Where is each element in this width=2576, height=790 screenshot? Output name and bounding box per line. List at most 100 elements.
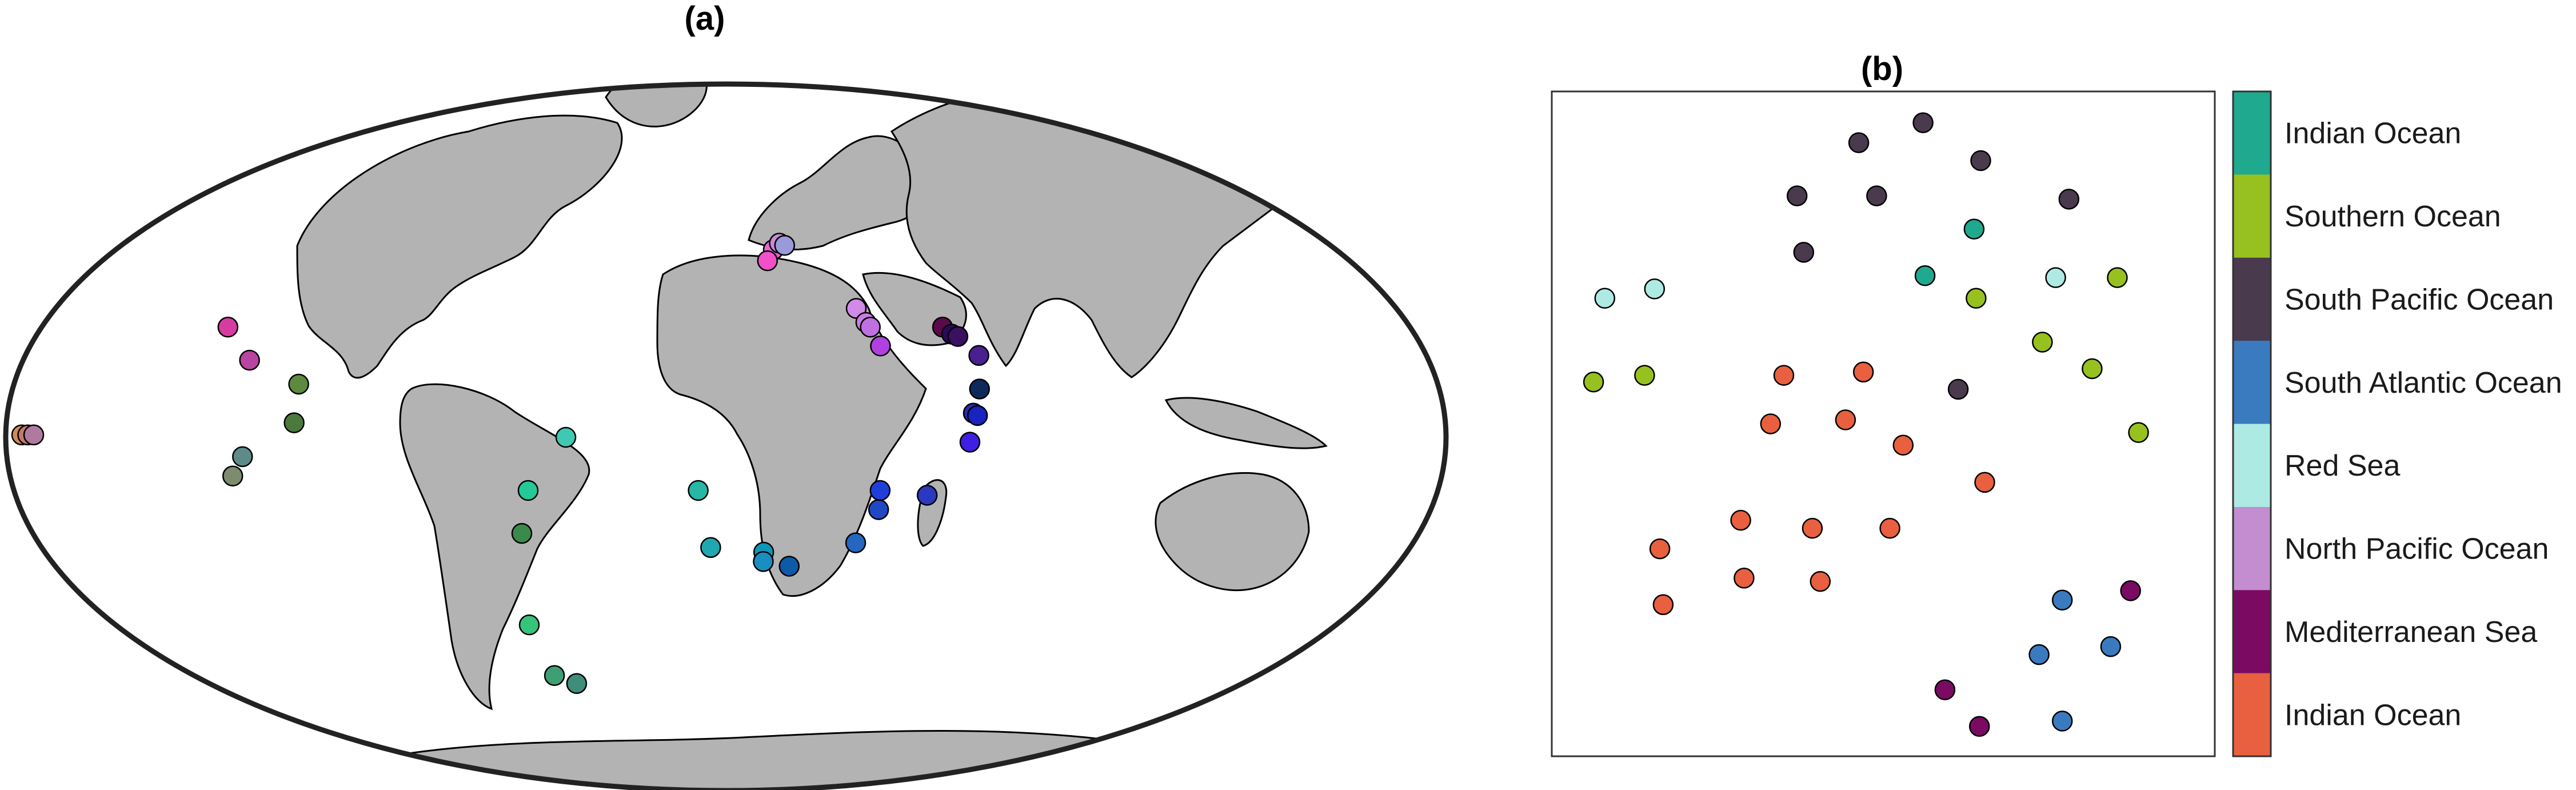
embedding-point — [2051, 711, 2073, 732]
embedding-point — [1974, 472, 1995, 493]
map-sample-point — [232, 446, 253, 468]
map-sample-point — [688, 480, 709, 501]
africa-land — [656, 254, 927, 597]
embedding-point — [2120, 580, 2141, 601]
map-sample-point — [288, 373, 309, 395]
map-sample-point — [778, 556, 800, 577]
embedding-point — [1912, 112, 1934, 133]
colorbar-label: Indian Ocean — [2285, 699, 2461, 732]
map-sample-point — [555, 426, 577, 448]
map-sample-point — [967, 405, 988, 426]
colorbar-label: North Pacific Ocean — [2285, 533, 2549, 566]
colorbar-swatch — [2233, 91, 2271, 175]
embedding-panel: (b) — [1551, 50, 2216, 757]
embedding-point — [1879, 517, 1900, 539]
colorbar-frame — [2232, 90, 2272, 757]
map-sample-point — [753, 551, 774, 572]
embedding-point — [1802, 517, 1823, 539]
embedding-point — [1934, 679, 1956, 700]
colorbar-swatch — [2233, 257, 2271, 341]
embedding-point — [2107, 267, 2128, 288]
embedding-point — [1866, 185, 1887, 206]
embedding-point — [1852, 361, 1874, 383]
embedding-point — [1963, 218, 1985, 240]
embedding-point — [1634, 365, 1655, 386]
map-sample-point — [517, 480, 539, 501]
map-sample-point — [870, 335, 891, 357]
embedding-point — [1583, 371, 1604, 393]
embedding-point — [1760, 413, 1782, 434]
antarctica-land — [399, 729, 1259, 790]
map-sample-point — [860, 316, 881, 338]
europe-land — [748, 135, 930, 251]
map-sample-point — [868, 499, 889, 520]
embedding-point — [1810, 570, 1831, 592]
map-sample-point — [947, 326, 969, 347]
embedding-points — [1583, 112, 2149, 737]
colorbar-label: South Pacific Ocean — [2285, 283, 2554, 316]
embedding-point — [1730, 509, 1751, 531]
colorbar-swatch — [2233, 174, 2271, 258]
embedding-point — [1968, 716, 1990, 737]
map-sample-point — [968, 345, 989, 366]
embedding-point — [1786, 185, 1808, 206]
map-sample-point — [217, 316, 239, 338]
embedding-point — [1644, 278, 1666, 300]
map-sample-point — [916, 485, 938, 506]
australia-land — [1155, 472, 1310, 592]
map-panel: (a) — [3, 0, 1449, 790]
embedding-point — [2045, 267, 2066, 288]
north-america-land — [296, 114, 623, 379]
land-masses — [296, 84, 1387, 790]
colorbar-label: Southern Ocean — [2285, 200, 2501, 233]
embedding-point — [2082, 358, 2103, 380]
map-sample-point — [283, 412, 305, 433]
embedding-point — [2028, 644, 2050, 665]
map-sample-point — [23, 424, 45, 446]
embedding-point — [2032, 332, 2053, 353]
map-sample-point — [969, 378, 991, 400]
colorbar-swatch — [2233, 424, 2271, 508]
embedding-point — [2051, 589, 2073, 611]
embedding-point — [1892, 434, 1914, 456]
embedding-point — [1947, 378, 1969, 400]
map-sample-point — [518, 614, 540, 636]
embedding-point — [1970, 150, 1991, 171]
colorbar-label: South Atlantic Ocean — [2285, 366, 2562, 400]
colorbar-swatch — [2233, 673, 2271, 757]
embedding-point — [1966, 288, 1987, 309]
embedding-point — [1649, 538, 1671, 560]
embedding-point — [1734, 568, 1755, 589]
map-sample-point — [566, 673, 588, 694]
colorbar-label: Mediterranean Sea — [2285, 616, 2537, 649]
map-title: (a) — [685, 0, 725, 37]
map-sample-point — [869, 480, 891, 501]
embedding-point — [1914, 265, 1936, 286]
map-sample-point — [239, 349, 260, 371]
map-sample-point — [544, 665, 565, 686]
greenland-land — [605, 84, 708, 127]
colorbar-label: Red Sea — [2285, 449, 2400, 482]
embedding-title: (b) — [1861, 50, 1903, 87]
embedding-point — [2128, 422, 2149, 443]
embedding-point — [1835, 409, 1856, 430]
embedding-point — [1652, 594, 1674, 616]
colorbar-swatch — [2233, 590, 2271, 674]
map-points — [11, 233, 991, 694]
new-zealand-land — [1370, 615, 1387, 647]
globe-outline — [3, 81, 1449, 790]
map-sample-point — [845, 532, 866, 553]
embedding-point — [2100, 636, 2122, 657]
embedding-point — [2058, 189, 2080, 210]
map-sample-point — [511, 522, 533, 544]
map-sample-point — [700, 537, 721, 558]
map-sample-point — [774, 234, 796, 256]
map-sample-point — [222, 465, 243, 486]
colorbar-label: Indian Ocean — [2285, 117, 2461, 150]
colorbar-swatch — [2233, 341, 2271, 424]
south-america-land — [399, 383, 590, 711]
embedding-point — [1848, 132, 1870, 153]
embedding-point — [1793, 242, 1815, 263]
indonesia-land — [1164, 397, 1328, 449]
